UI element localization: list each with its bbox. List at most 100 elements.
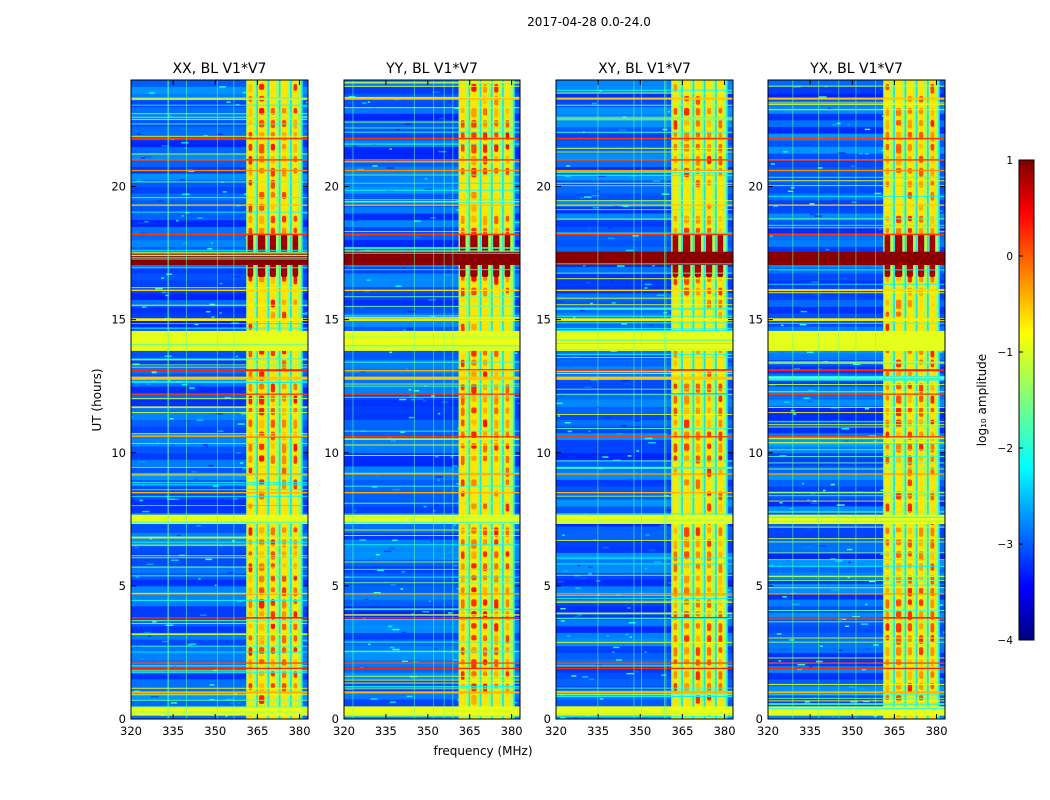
rfi-blob	[494, 539, 499, 546]
time-streak	[768, 703, 945, 705]
rfi-blob	[930, 635, 935, 643]
rfi-blob	[919, 395, 924, 403]
heatmap-row	[131, 632, 308, 640]
heatmap-row	[131, 226, 308, 234]
heatmap-row	[556, 306, 733, 314]
x-tick-label: 380	[714, 724, 736, 738]
rfi-blob	[695, 155, 700, 166]
rfi-blob	[471, 191, 477, 199]
heatmap-row	[344, 86, 520, 94]
rfi-blob	[718, 131, 723, 139]
rfi-blob	[460, 563, 465, 571]
time-streak	[768, 491, 945, 493]
time-streak	[768, 641, 945, 643]
time-streak	[556, 185, 733, 187]
time-streak	[768, 707, 945, 709]
rfi-blob	[258, 395, 265, 405]
time-streak	[556, 330, 733, 332]
time-band	[768, 514, 945, 524]
rfi-blob	[718, 155, 723, 166]
rfi-blob	[919, 443, 924, 451]
time-streak	[344, 143, 520, 145]
rfi-blob	[270, 383, 275, 393]
rfi-blob	[471, 479, 477, 487]
rfi-blob	[683, 623, 690, 629]
rfi-blob	[673, 359, 678, 367]
rfi-blob	[907, 647, 912, 656]
heatmap-speckle	[832, 124, 838, 126]
heatmap-speckle	[791, 189, 796, 191]
heatmap-row	[768, 239, 945, 247]
time-streak	[768, 341, 945, 343]
heatmap-speckle	[728, 636, 733, 639]
heatmap-row	[344, 599, 520, 607]
heatmap-speckle	[151, 370, 157, 373]
heatmap-row	[556, 692, 733, 700]
heatmap-row	[768, 219, 945, 227]
time-streak	[344, 544, 520, 546]
heatmap-row	[131, 419, 308, 427]
rfi-blob	[885, 323, 890, 331]
time-streak	[344, 305, 520, 307]
time-streak	[344, 529, 520, 531]
rfi-blob	[718, 383, 723, 392]
heatmap-row	[344, 692, 520, 700]
rfi-blob	[248, 407, 253, 413]
heatmap-speckle	[940, 210, 944, 212]
heatmap-row	[556, 126, 733, 134]
time-streak	[131, 537, 308, 539]
rfi-blob	[695, 695, 700, 704]
time-streak	[768, 683, 945, 685]
rfi-blob	[718, 623, 723, 633]
heatmap-row	[768, 559, 945, 567]
rfi-blob	[895, 659, 902, 666]
rfi-blob	[258, 695, 265, 704]
time-band	[344, 436, 520, 438]
time-streak	[768, 421, 945, 423]
heatmap-speckle	[353, 510, 357, 512]
heatmap-speckle	[586, 282, 591, 284]
heatmap-speckle	[359, 539, 367, 541]
rfi-blob	[258, 647, 265, 654]
rfi-blob	[460, 107, 465, 114]
heatmap-row	[131, 279, 308, 287]
heatmap-speckle	[808, 666, 813, 668]
heatmap-speckle	[621, 323, 628, 325]
heatmap-speckle	[564, 175, 571, 177]
time-streak	[344, 199, 520, 201]
heatmap-speckle	[628, 622, 636, 624]
heatmap-row	[344, 539, 520, 547]
heatmap-speckle	[616, 659, 622, 661]
rfi-blob	[673, 227, 678, 234]
rfi-blob	[695, 527, 700, 536]
rfi-blob	[282, 143, 287, 150]
heatmap-row	[131, 565, 308, 574]
heatmap-row	[131, 472, 308, 480]
rfi-blob	[293, 479, 298, 490]
heatmap-speckle	[370, 698, 378, 700]
heatmap-speckle	[831, 589, 838, 591]
heatmap-speckle	[811, 281, 819, 283]
heatmap-speckle	[599, 698, 604, 700]
freq-line	[792, 80, 794, 719]
heatmap-speckle	[648, 549, 656, 551]
heatmap-speckle	[179, 178, 185, 181]
heatmap-row	[131, 326, 308, 334]
rfi-blob	[907, 575, 912, 584]
rfi-blob	[895, 371, 902, 377]
heatmap-speckle	[436, 380, 439, 382]
heatmap-row	[768, 486, 945, 494]
heatmap-speckle	[816, 660, 823, 663]
heatmap-speckle	[848, 561, 851, 564]
rfi-blob	[707, 635, 712, 643]
colorbar-tick-label: −1	[998, 347, 1013, 359]
heatmap-speckle	[205, 558, 213, 561]
rfi-blob	[695, 383, 700, 393]
rfi-blob	[270, 455, 275, 464]
heatmap-row	[768, 605, 945, 613]
heatmap-speckle	[616, 265, 625, 267]
heatmap-speckle	[789, 507, 792, 510]
rfi-blob	[270, 419, 275, 428]
rfi-blob	[483, 107, 488, 116]
